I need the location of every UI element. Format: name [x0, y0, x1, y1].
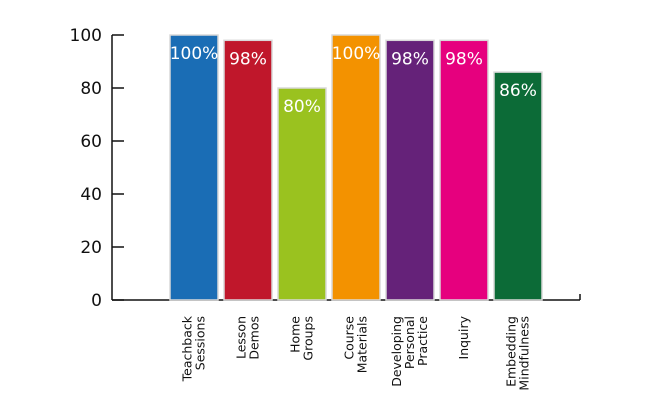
category-label-line: Demos: [247, 316, 262, 360]
category-label-line: Developing: [389, 316, 404, 387]
chart-bars: 100% 98% 80% 100% 98% 98% 86%: [169, 34, 543, 301]
category-label-line: Practice: [415, 316, 430, 366]
data-label: 98%: [229, 49, 267, 69]
data-label: 100%: [332, 44, 381, 64]
bar: [439, 39, 489, 301]
category-label-line: Embedding: [504, 316, 519, 387]
data-label: 86%: [499, 81, 537, 101]
category-label-line: Personal: [402, 316, 417, 369]
data-label: 98%: [445, 49, 483, 69]
category-label: Inquiry: [456, 315, 471, 359]
category-label-line: Home: [288, 316, 303, 353]
category-label-line: Groups: [301, 316, 316, 361]
y-tick-label: 60: [80, 132, 102, 152]
category-label-line: Sessions: [193, 316, 208, 370]
y-tick-label: 40: [80, 185, 102, 205]
bar: [493, 71, 543, 301]
bar: [385, 39, 435, 301]
category-label-line: Materials: [355, 316, 370, 373]
data-label: 98%: [391, 49, 429, 69]
bar: [331, 34, 381, 301]
bar: [169, 34, 219, 301]
category-label-line: Course: [342, 316, 357, 360]
y-tick-label: 0: [91, 291, 102, 311]
category-label-line: Lesson: [234, 316, 249, 359]
y-tick-label: 80: [80, 79, 102, 99]
category-label-line: Inquiry: [456, 315, 471, 359]
bar: [223, 39, 273, 301]
y-tick-label: 20: [80, 238, 102, 258]
data-label: 80%: [283, 97, 321, 117]
y-tick-label: 100: [70, 26, 102, 46]
data-label: 100%: [170, 44, 219, 64]
category-label-line: Mindfulness: [517, 316, 532, 391]
bar: [277, 87, 327, 301]
category-label-line: Teachback: [180, 315, 195, 382]
